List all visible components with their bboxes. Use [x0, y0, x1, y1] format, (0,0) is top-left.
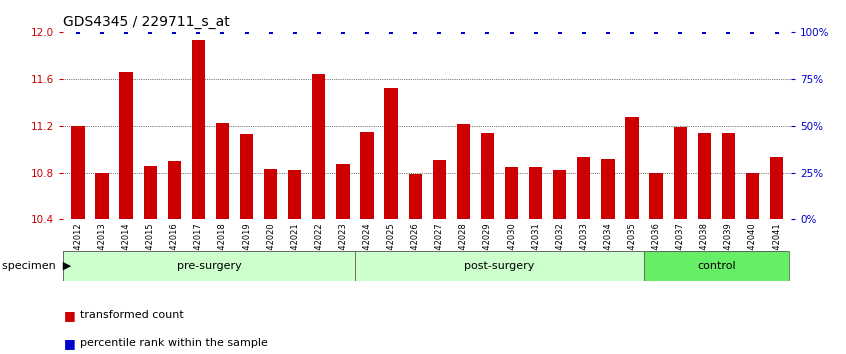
FancyBboxPatch shape	[355, 251, 644, 281]
Bar	[625, 118, 639, 219]
Bar	[71, 126, 85, 219]
Text: ■: ■	[63, 337, 75, 350]
Bar	[673, 127, 687, 219]
Bar	[602, 159, 614, 219]
Bar	[770, 157, 783, 219]
Bar	[698, 133, 711, 219]
Bar	[409, 174, 422, 219]
Bar	[650, 173, 662, 219]
FancyBboxPatch shape	[63, 251, 355, 281]
Text: specimen  ▶: specimen ▶	[2, 261, 71, 272]
Bar	[312, 74, 326, 219]
Text: control: control	[697, 261, 736, 272]
Bar	[432, 160, 446, 219]
Bar	[240, 134, 253, 219]
Bar	[216, 123, 229, 219]
Bar	[264, 169, 277, 219]
Bar	[192, 40, 205, 219]
Bar	[288, 170, 301, 219]
Bar	[384, 88, 398, 219]
Bar	[119, 72, 133, 219]
Bar	[481, 133, 494, 219]
Text: GDS4345 / 229711_s_at: GDS4345 / 229711_s_at	[63, 16, 230, 29]
Bar	[168, 161, 181, 219]
Text: pre-surgery: pre-surgery	[177, 261, 242, 272]
FancyBboxPatch shape	[644, 251, 788, 281]
Text: transformed count: transformed count	[80, 310, 184, 320]
Text: percentile rank within the sample: percentile rank within the sample	[80, 338, 268, 348]
Text: post-surgery: post-surgery	[464, 261, 535, 272]
Bar	[96, 173, 108, 219]
Bar	[505, 167, 518, 219]
Bar	[336, 164, 349, 219]
Bar	[553, 170, 566, 219]
Bar	[360, 132, 374, 219]
Bar	[722, 133, 735, 219]
Bar	[529, 167, 542, 219]
Bar	[577, 157, 591, 219]
Text: ■: ■	[63, 309, 75, 321]
Bar	[144, 166, 157, 219]
Bar	[457, 125, 470, 219]
Bar	[746, 173, 759, 219]
